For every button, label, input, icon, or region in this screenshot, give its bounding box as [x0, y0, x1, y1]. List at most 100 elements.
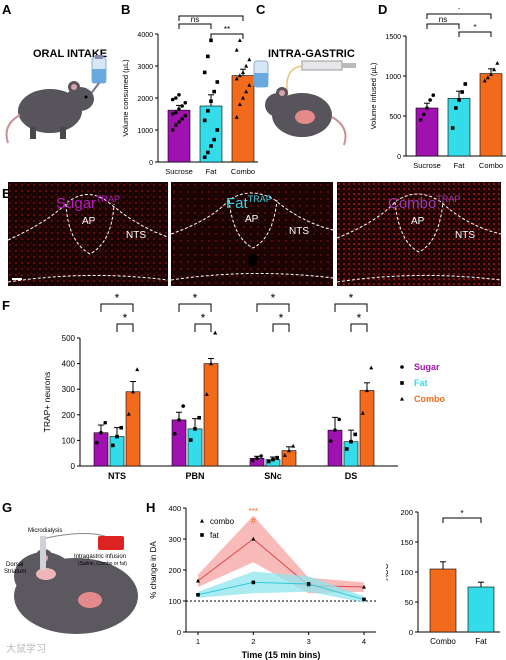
- significance-label: *: [271, 292, 276, 305]
- significance-bracket: [178, 15, 244, 21]
- y-tick-label: 400: [168, 504, 181, 513]
- significance-bracket: [178, 23, 212, 29]
- data-point: [492, 67, 497, 72]
- data-point: [337, 417, 342, 422]
- panel-letter-g: G: [2, 500, 13, 515]
- legend-label-combo: combo: [210, 517, 235, 526]
- data-point: [206, 150, 210, 155]
- y-tick-label: 0: [71, 462, 76, 471]
- data-point-fat: [196, 593, 200, 597]
- panel-letter-a: A: [2, 2, 12, 17]
- data-point: [174, 110, 178, 115]
- x-axis-label: Time (15 min bins): [242, 650, 321, 660]
- x-tick-label: Sucrose: [165, 167, 193, 176]
- ap-label: AP: [245, 214, 259, 225]
- significance-label: *: [357, 311, 362, 325]
- significance-label: *: [201, 311, 206, 325]
- significance-bracket: [334, 303, 368, 312]
- y-axis-label: TRAP+ neurons: [42, 372, 52, 433]
- legend-marker-combo: [200, 518, 204, 523]
- bar-combo: [479, 73, 503, 157]
- data-point-combo: [251, 536, 256, 541]
- x-tick-label: 4: [362, 637, 366, 646]
- data-point: [95, 440, 99, 445]
- micrograph-fat: AP NTS: [171, 182, 333, 286]
- micrograph-combo: AP NTS: [337, 182, 501, 286]
- x-tick-label: Combo: [430, 637, 456, 646]
- chart-h-dopamine: 0 100 200 300 400 % change in DA 1 2 3 4 Time (15 …: [149, 504, 376, 660]
- panel-letter-d: D: [378, 2, 388, 17]
- data-point: [489, 72, 493, 76]
- data-point: [234, 47, 239, 52]
- data-point: [115, 434, 119, 439]
- nts-label: NTS: [289, 226, 309, 237]
- data-point: [177, 93, 181, 97]
- y-tick-label: 0: [397, 154, 401, 161]
- significance-bracket: [256, 303, 290, 312]
- data-point: [369, 365, 374, 370]
- bar-sucrose: [167, 109, 191, 163]
- y-tick-label: 0: [177, 628, 181, 637]
- significance-bracket: [210, 33, 244, 39]
- data-point: [209, 361, 213, 366]
- data-point: [425, 106, 429, 110]
- data-point: [206, 54, 210, 59]
- data-point: [183, 101, 188, 105]
- y-tick-label: 3000: [137, 64, 153, 71]
- y-axis-label: Volume consumed (µL): [121, 59, 130, 137]
- data-point: [422, 112, 426, 117]
- significance-bracket: [426, 23, 460, 29]
- significance-bracket: [426, 13, 492, 19]
- data-point: [454, 106, 458, 110]
- data-point: [287, 448, 291, 453]
- data-point: [126, 411, 131, 416]
- x-group-label: SNc: [264, 471, 282, 481]
- data-point: [119, 425, 123, 430]
- data-point: [135, 367, 140, 372]
- y-tick-label: 0: [149, 160, 153, 167]
- y-tick-label: 200: [62, 411, 76, 420]
- panel-letter-c: C: [256, 2, 266, 17]
- data-point: [237, 73, 242, 78]
- nts-label: NTS: [455, 230, 475, 241]
- data-point: [183, 113, 188, 118]
- data-point: [189, 438, 193, 442]
- chart-d-volume-infused: 0 500 1000 1500 Volume infused (µL) Sucrose Fa…: [369, 8, 506, 170]
- data-point: [204, 392, 209, 396]
- y-tick-label: 4000: [137, 32, 153, 39]
- data-point: [271, 457, 275, 462]
- data-point: [174, 123, 178, 127]
- y-axis-label: AUC: [386, 563, 390, 580]
- data-point: [197, 415, 201, 420]
- data-point: [244, 63, 249, 68]
- significance-bracket: [458, 31, 492, 37]
- error-band-fat: [198, 571, 364, 603]
- data-point: [428, 98, 432, 102]
- watermark: 大鼠学习: [6, 644, 46, 655]
- data-point: [485, 75, 490, 80]
- legend-label-combo: Combo: [414, 394, 445, 404]
- data-point: [247, 57, 252, 62]
- data-point: [170, 128, 175, 132]
- x-tick-label: 2: [251, 637, 255, 646]
- data-point-fat: [362, 597, 366, 602]
- data-point: [213, 330, 218, 335]
- data-point: [495, 61, 500, 65]
- significance-label: *: [115, 292, 120, 305]
- significance-label: *: [123, 311, 128, 325]
- ap-label: AP: [411, 216, 425, 227]
- data-point: [353, 432, 357, 437]
- micrograph-combo-outline: AP NTS: [337, 182, 501, 286]
- data-point: [418, 118, 423, 122]
- legend-marker-sugar: [400, 365, 404, 369]
- y-tick-label: 1000: [385, 74, 401, 81]
- microdialysis-illustration: Microdialysis Dorsal Striatum Intragastr…: [4, 528, 138, 634]
- data-point: [259, 454, 263, 458]
- significance-label: **: [208, 12, 214, 16]
- significance-bracket: [442, 517, 482, 523]
- significance-bracket: [272, 323, 290, 332]
- data-point: [237, 102, 242, 106]
- striatum-label: Striatum: [4, 569, 26, 575]
- y-tick-label: 100: [168, 597, 181, 606]
- x-group-label: NTS: [108, 471, 126, 481]
